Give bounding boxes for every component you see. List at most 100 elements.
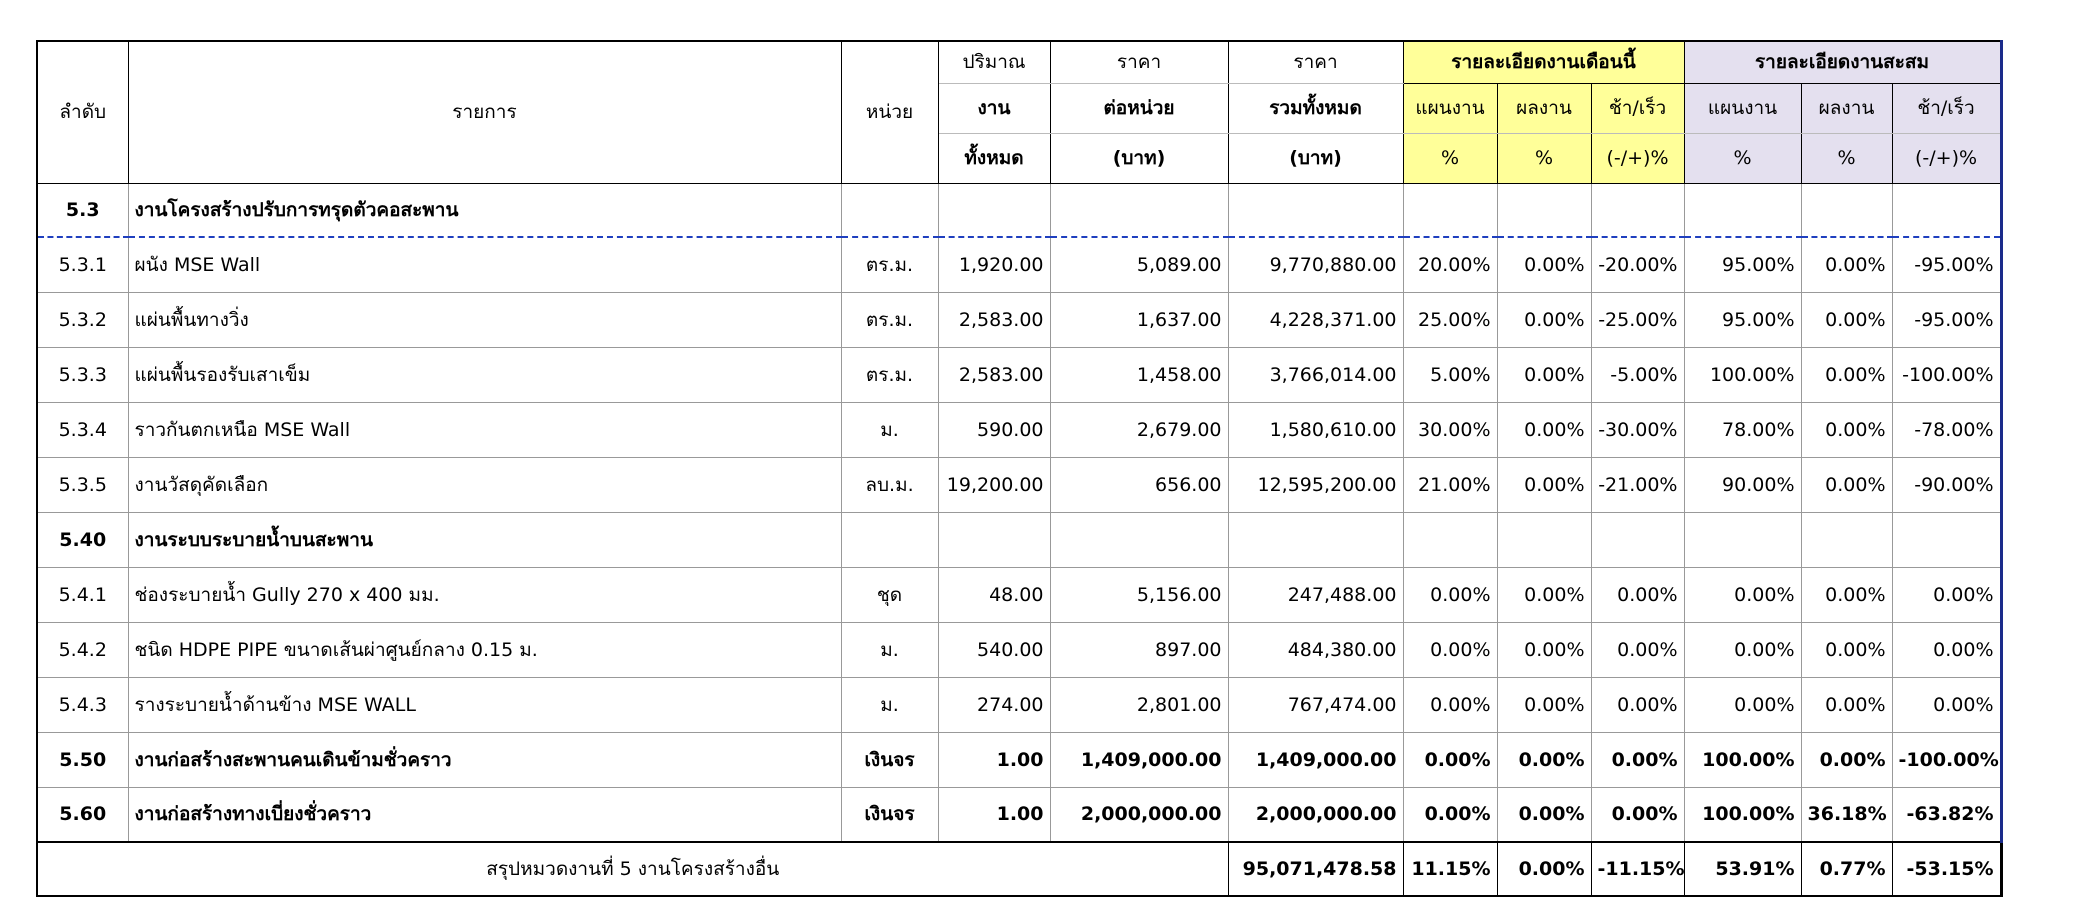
cell: 0.00%: [1496, 566, 1592, 623]
cell: 0.00%: [1402, 786, 1498, 843]
cell: 0.00%: [1683, 566, 1802, 623]
cell: 0.00%: [1891, 621, 2003, 678]
cell: [1590, 511, 1685, 568]
cell: 0.00%: [1590, 731, 1685, 788]
item-name: ผนัง MSE Wall: [127, 236, 842, 293]
item-name: ราวกันตกเหนือ MSE Wall: [127, 401, 842, 458]
cell: 0.00%: [1402, 566, 1498, 623]
cell: 0.00%: [1800, 401, 1893, 458]
cell: 0.00%: [1496, 621, 1592, 678]
summary-value: -53.15%: [1891, 841, 2003, 897]
cell: 0.00%: [1402, 676, 1498, 733]
summary-row: สรุปหมวดงานที่ 5 งานโครงสร้างอื่น 95,071,…: [36, 841, 2003, 897]
cell: 0.00%: [1800, 566, 1893, 623]
cell: 0.00%: [1683, 676, 1802, 733]
progress-table: ลำดับ รายการ หน่วย ปริมาณ ราคา ราคา รายล…: [36, 40, 2003, 897]
cell: 0.00%: [1590, 786, 1685, 843]
cell: ม.: [840, 401, 939, 458]
cell: ตร.ม.: [840, 236, 939, 293]
summary-value: 0.00%: [1496, 841, 1592, 897]
cell: 0.00%: [1891, 676, 2003, 733]
cell: 0.00%: [1496, 291, 1592, 348]
cell: [1227, 511, 1404, 568]
item-name: งานระบบระบายน้ำบนสะพาน: [127, 511, 842, 568]
cell: 0.00%: [1496, 236, 1592, 293]
summary-label: สรุปหมวดงานที่ 5 งานโครงสร้างอื่น: [36, 841, 1229, 897]
cell: 0.00%: [1800, 676, 1893, 733]
item-name: งานก่อสร้างทางเบี่ยงชั่วคราว: [127, 786, 842, 843]
header-cell: แผนงาน: [1402, 82, 1498, 134]
cell: ตร.ม.: [840, 291, 939, 348]
cell: 540.00: [937, 621, 1051, 678]
cell: 95.00%: [1683, 236, 1802, 293]
table-body: 5.3 งานโครงสร้างปรับการทรุดตัวคอสะพาน 5.3.…: [36, 182, 2003, 897]
row-number: 5.40: [36, 511, 129, 568]
cell: 0.00%: [1800, 731, 1893, 788]
table-row: 5.40 งานระบบระบายน้ำบนสะพาน: [36, 511, 2003, 568]
cell: -20.00%: [1590, 236, 1685, 293]
cell: 5.00%: [1402, 346, 1498, 403]
header-cell: ราคา: [1049, 40, 1229, 84]
cell: 0.00%: [1683, 621, 1802, 678]
header-cell: (-/+)%: [1891, 132, 2003, 184]
cell: 100.00%: [1683, 731, 1802, 788]
header-cell: ช้า/เร็ว: [1891, 82, 2003, 134]
table-row: 5.3 งานโครงสร้างปรับการทรุดตัวคอสะพาน: [36, 182, 2003, 238]
cell: ชุด: [840, 566, 939, 623]
cell: 100.00%: [1683, 786, 1802, 843]
cell: [1683, 182, 1802, 238]
item-name: รางระบายน้ำด้านข้าง MSE WALL: [127, 676, 842, 733]
cell: 1,409,000.00: [1227, 731, 1404, 788]
cell: 767,474.00: [1227, 676, 1404, 733]
table-row: 5.4.2 ชนิด HDPE PIPE ขนาดเส้นผ่าศูนย์กลาง…: [36, 621, 2003, 678]
cell: เงินจร: [840, 786, 939, 843]
cell: 0.00%: [1496, 676, 1592, 733]
cell: 897.00: [1049, 621, 1229, 678]
row-number: 5.3.2: [36, 291, 129, 348]
row-number: 5.4.2: [36, 621, 129, 678]
cell: 1,920.00: [937, 236, 1051, 293]
cell: 0.00%: [1402, 621, 1498, 678]
header-cell: ผลงาน: [1496, 82, 1592, 134]
item-name: งานก่อสร้างสะพานคนเดินข้ามชั่วคราว: [127, 731, 842, 788]
cell: -90.00%: [1891, 456, 2003, 513]
cell: 1,580,610.00: [1227, 401, 1404, 458]
cell: 0.00%: [1496, 456, 1592, 513]
cell: 247,488.00: [1227, 566, 1404, 623]
header-cell: รายการ: [127, 40, 842, 184]
cell: [1049, 182, 1229, 238]
cell: 656.00: [1049, 456, 1229, 513]
header-cell: %: [1683, 132, 1802, 184]
cell: 0.00%: [1590, 621, 1685, 678]
cell: 0.00%: [1590, 566, 1685, 623]
row-number: 5.3.5: [36, 456, 129, 513]
cell: [1891, 511, 2003, 568]
cell: 19,200.00: [937, 456, 1051, 513]
cell: -25.00%: [1590, 291, 1685, 348]
cell: 2,583.00: [937, 346, 1051, 403]
table-header: ลำดับ รายการ หน่วย ปริมาณ ราคา ราคา รายล…: [36, 40, 2003, 184]
header-cell: ทั้งหมด: [937, 132, 1051, 184]
cell: เงินจร: [840, 731, 939, 788]
row-number: 5.3.3: [36, 346, 129, 403]
cell: 0.00%: [1496, 346, 1592, 403]
cell: 0.00%: [1590, 676, 1685, 733]
cell: [1496, 511, 1592, 568]
cell: 90.00%: [1683, 456, 1802, 513]
cell: 274.00: [937, 676, 1051, 733]
item-name: ช่องระบายน้ำ Gully 270 x 400 มม.: [127, 566, 842, 623]
cell: 2,000,000.00: [1049, 786, 1229, 843]
cell: 5,089.00: [1049, 236, 1229, 293]
cell: 0.00%: [1496, 786, 1592, 843]
cell: 0.00%: [1891, 566, 2003, 623]
header-cell: (บาท): [1049, 132, 1229, 184]
cell: 78.00%: [1683, 401, 1802, 458]
cell: 0.00%: [1496, 401, 1592, 458]
summary-value: -11.15%: [1590, 841, 1685, 897]
cell: [1049, 511, 1229, 568]
header-cell: ราคา: [1227, 40, 1404, 84]
cell: 2,000,000.00: [1227, 786, 1404, 843]
cell: 1,458.00: [1049, 346, 1229, 403]
summary-value: 0.77%: [1800, 841, 1893, 897]
cell: ม.: [840, 676, 939, 733]
